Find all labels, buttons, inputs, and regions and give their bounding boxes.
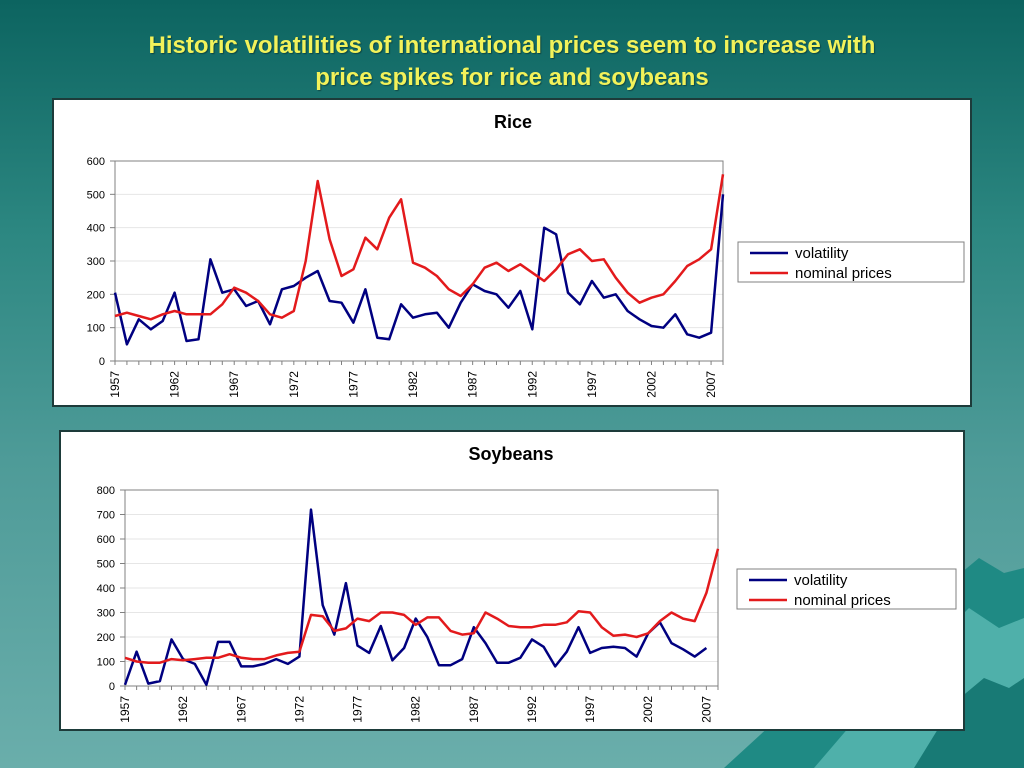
soybeans-y-tick-label: 400 xyxy=(97,583,115,595)
soybeans-y-tick-label: 200 xyxy=(97,632,115,644)
rice-legend xyxy=(737,241,965,283)
rice-y-tick-label: 200 xyxy=(87,289,105,301)
soybeans-x-tick-label: 1972 xyxy=(292,696,306,723)
rice-x-tick-label: 1992 xyxy=(525,371,539,398)
rice-x-tick-label: 1967 xyxy=(227,371,241,398)
soybeans-volatility-line xyxy=(123,508,708,687)
rice-y-tick-label: 600 xyxy=(87,156,105,168)
soybeans-y-tick-label: 700 xyxy=(97,510,115,522)
soybeans-y-tick-label: 600 xyxy=(97,534,115,546)
rice-chart-panel: Rice 0 100 200 300 400 500 600 1957 1962 1967 1972 1… xyxy=(52,98,972,407)
rice-legend-label-nominal-prices: nominal prices xyxy=(795,265,892,282)
slide-title: Historic volatilities of international p… xyxy=(40,30,984,94)
rice-y-tick-label: 500 xyxy=(87,189,105,201)
soybeans-x-tick-label: 1997 xyxy=(583,696,597,723)
soybeans-legend xyxy=(736,568,957,610)
soybeans-plot-area xyxy=(124,489,719,687)
rice-x-tick-label: 1987 xyxy=(466,371,480,398)
soybeans-chart-title: Soybeans xyxy=(468,444,553,464)
rice-y-tick-label: 300 xyxy=(87,256,105,268)
soybeans-x-tick-label: 1957 xyxy=(118,696,132,723)
rice-chart: Rice 0 100 200 300 400 500 600 1957 1962 1967 1972 1… xyxy=(87,112,965,398)
rice-legend-label-volatility: volatility xyxy=(795,245,849,262)
soybeans-y-tick-label: 300 xyxy=(97,608,115,620)
rice-x-tick-label: 2007 xyxy=(704,371,718,398)
rice-x-tick-label: 1982 xyxy=(406,371,420,398)
rice-x-tick-label: 1962 xyxy=(168,371,182,398)
slide-title-line-2: price spikes for rice and soybeans xyxy=(315,64,709,91)
soybeans-legend-label-nominal-prices: nominal prices xyxy=(794,592,891,609)
rice-x-tick-label: 2002 xyxy=(644,371,658,398)
soybeans-y-tick-label: 500 xyxy=(97,559,115,571)
rice-y-tick-label: 400 xyxy=(87,223,105,235)
soybeans-y-tick-label: 0 xyxy=(109,681,115,693)
rice-chart-title: Rice xyxy=(494,112,532,132)
rice-x-tick-label: 1957 xyxy=(108,371,122,398)
rice-volatility-line xyxy=(113,194,725,346)
rice-x-tick-label: 1972 xyxy=(287,371,301,398)
rice-y-tick-label: 0 xyxy=(99,356,105,368)
slide-title-line-1: Historic volatilities of international p… xyxy=(148,32,876,59)
soybeans-x-tick-label: 2002 xyxy=(641,696,655,723)
rice-nominal-prices-line xyxy=(114,174,725,321)
soybeans-x-tick-label: 1967 xyxy=(234,696,248,723)
rice-y-tick-label: 100 xyxy=(87,323,105,335)
soybeans-y-tick-label: 800 xyxy=(97,485,115,497)
soybeans-x-tick-label: 1977 xyxy=(351,696,365,723)
soybeans-y-tick-label: 100 xyxy=(97,657,115,669)
soybeans-x-tick-label: 1987 xyxy=(467,696,481,723)
soybeans-x-tick-label: 2007 xyxy=(699,696,713,723)
rice-plot-area xyxy=(114,160,724,362)
soybeans-nominal-prices-line xyxy=(124,548,720,664)
soybeans-chart: Soybeans 0 100 200 300 400 500 600 700 800 1957 196… xyxy=(97,444,957,723)
rice-x-tick-label: 1997 xyxy=(585,371,599,398)
soybeans-x-tick-label: 1982 xyxy=(409,696,423,723)
soybeans-chart-panel: Soybeans 0 100 200 300 400 500 600 700 800 1957 196… xyxy=(59,430,965,731)
soybeans-x-tick-label: 1962 xyxy=(176,696,190,723)
soybeans-legend-label-volatility: volatility xyxy=(794,572,848,589)
soybeans-x-tick-label: 1992 xyxy=(525,696,539,723)
rice-x-tick-label: 1977 xyxy=(346,371,360,398)
